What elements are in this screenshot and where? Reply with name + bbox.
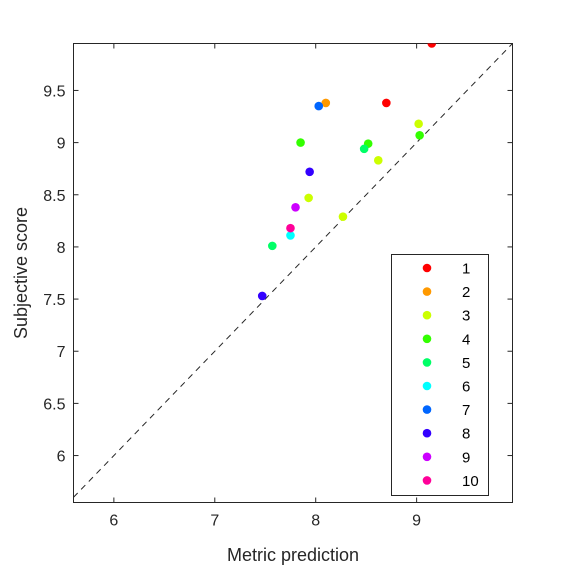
data-point-series-8 <box>257 291 267 301</box>
legend-marker-10 <box>422 476 432 485</box>
legend-marker-5 <box>422 358 432 367</box>
data-point-series-2 <box>321 98 331 108</box>
y-tick-label: 7 <box>57 344 66 361</box>
legend-marker-8 <box>422 428 432 438</box>
data-point-series-5 <box>268 241 277 251</box>
data-point-series-3 <box>373 156 383 165</box>
y-axis-ticks: 6 6.5 7 7.5 8 8.5 9 9.5 <box>43 83 513 466</box>
data-point-series-3 <box>338 212 348 221</box>
y-tick-label: 6 <box>57 449 66 466</box>
data-points <box>257 43 437 301</box>
legend-marker-6 <box>422 381 432 391</box>
data-point-series-3 <box>304 193 313 203</box>
legend-marker-3 <box>422 310 432 320</box>
legend-label-1: 1 <box>462 261 470 278</box>
legend-marker-7 <box>422 405 432 414</box>
legend-box <box>391 254 489 496</box>
data-point-series-5 <box>359 144 369 154</box>
data-point-series-10 <box>286 223 295 233</box>
x-tick-label: 7 <box>210 513 219 530</box>
data-point-series-4 <box>415 131 424 140</box>
y-tick-label: 8.5 <box>43 188 65 205</box>
y-tick-label: 6.5 <box>43 396 65 413</box>
x-tick-label: 9 <box>412 513 421 530</box>
legend-label-5: 5 <box>462 355 470 372</box>
y-tick-label: 9 <box>57 136 66 153</box>
legend-label-8: 8 <box>462 426 470 443</box>
legend-marker-2 <box>422 287 432 296</box>
legend-label-9: 9 <box>462 449 470 466</box>
x-axis-ticks: 6 7 8 9 <box>109 43 421 530</box>
x-tick-label: 8 <box>311 513 320 530</box>
x-axis-label: Metric prediction <box>227 545 359 565</box>
legend-label-10: 10 <box>462 473 479 490</box>
legend-marker-4 <box>422 334 432 344</box>
y-axis-label: Subjective score <box>11 207 31 339</box>
legend-label-2: 2 <box>462 284 470 301</box>
data-point-series-6 <box>286 231 295 240</box>
legend-label-3: 3 <box>462 308 470 325</box>
y-tick-label: 7.5 <box>43 292 65 309</box>
data-point-series-1 <box>382 98 391 108</box>
y-tick-label: 9.5 <box>43 83 65 100</box>
data-point-series-9 <box>291 202 300 212</box>
data-point-series-1 <box>427 43 437 48</box>
data-point-series-7 <box>314 101 324 111</box>
legend-marker-1 <box>422 263 432 273</box>
legend-marker-9 <box>422 452 432 462</box>
y-tick-label: 8 <box>57 240 66 257</box>
data-point-series-4 <box>296 138 305 147</box>
legend-label-7: 7 <box>462 402 470 419</box>
legend-label-4: 4 <box>462 331 470 348</box>
legend-label-6: 6 <box>462 379 470 396</box>
x-tick-label: 6 <box>109 513 118 530</box>
data-point-series-8 <box>305 167 314 177</box>
data-point-series-3 <box>414 119 423 129</box>
legend: 1 2 3 4 5 6 7 8 9 10 <box>391 254 489 496</box>
